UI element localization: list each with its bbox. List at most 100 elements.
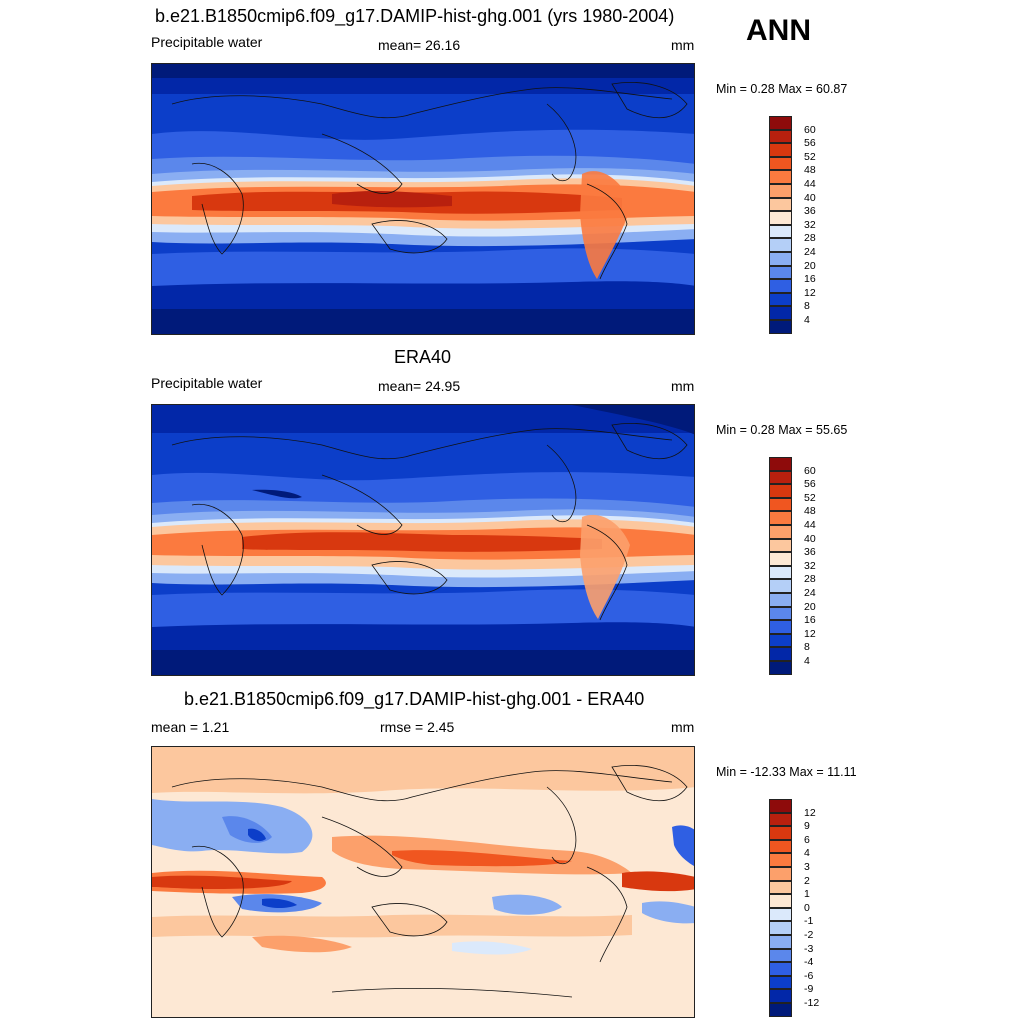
colorbar-tick-label: -6 [804,969,814,982]
colorbar-tick-label: 52 [804,150,816,163]
colorbar-swatch [769,184,792,198]
colorbar-swatch [769,565,792,580]
colorbar-tick-label: 16 [804,273,816,286]
colorbar-tick-label: 4 [804,314,810,326]
colorbar-swatch [769,880,792,895]
colorbar-tick-label: 12 [804,286,816,299]
mean-label: mean= 26.16 [378,37,461,53]
colorbar-swatch [769,633,792,648]
colorbar-tick-label: 2 [804,874,810,887]
colorbar-swatch [769,867,792,881]
colorbar-swatch [769,538,792,553]
colorbar-swatch [769,1003,792,1017]
colorbar: 60 56 52 48 44 40 36 32 28 24 20 16 12 8 4 [769,116,816,334]
colorbar-swatch [769,853,792,867]
minmax-label: Min = -12.33 Max = 11.11 [716,765,857,779]
colorbar-swatch [769,116,792,130]
colorbar-tick-label: 60 [804,123,816,136]
map-obs [151,404,695,676]
colorbar-swatch [769,143,792,157]
colorbar-swatch [769,197,792,212]
units-label: mm [671,378,695,394]
colorbar-tick-label: 48 [804,164,816,177]
colorbar-tick-label: 3 [804,861,810,873]
contour-map [152,405,694,675]
colorbar-tick-label: 36 [804,546,816,559]
colorbar-tick-label: 4 [804,655,810,667]
colorbar-swatch [769,497,792,512]
colorbar-swatch [769,962,792,976]
colorbar-swatch [769,470,792,485]
colorbar-swatch [769,306,792,320]
colorbar-swatch [769,511,792,525]
colorbar-swatch [769,620,792,634]
contour-map [152,747,694,1017]
colorbar-tick-label: 56 [804,137,816,150]
minmax-label: Min = 0.28 Max = 60.87 [716,82,848,96]
colorbar-swatch [769,457,792,471]
colorbar-swatch [769,647,792,661]
colorbar-swatch [769,593,792,607]
panel-title: b.e21.B1850cmip6.f09_g17.DAMIP-hist-ghg.… [155,6,675,26]
colorbar-swatch [769,839,792,854]
colorbar-swatch [769,921,792,935]
colorbar-tick-label: -3 [804,942,814,955]
colorbar-swatch [769,265,792,280]
colorbar-swatch [769,907,792,922]
colorbar-tick-label: 12 [804,627,816,640]
colorbar: 60 56 52 48 44 40 36 32 28 24 20 16 12 8 4 [769,457,816,675]
mean-label: mean= 24.95 [378,378,461,394]
colorbar-tick-label: 40 [804,532,816,545]
colorbar-tick-label: -2 [804,929,814,941]
colorbar-tick-label: 32 [804,218,816,231]
units-label: mm [671,719,695,735]
colorbar-swatch [769,211,792,225]
colorbar-swatch [769,552,792,566]
colorbar-swatch [769,252,792,266]
colorbar-swatch [769,826,792,840]
colorbar-swatch [769,935,792,949]
panel-title: b.e21.B1850cmip6.f09_g17.DAMIP-hist-ghg.… [184,689,645,709]
colorbar-tick-label: 8 [804,300,810,313]
colorbar-tick-label: -4 [804,956,814,969]
colorbar-swatch [769,894,792,908]
colorbar-swatch [769,170,792,184]
colorbar-swatch [769,279,792,293]
panel-title: ERA40 [394,347,452,367]
colorbar-tick-label: -1 [804,915,814,928]
mean-label: mean = 1.21 [151,719,230,735]
colorbar-swatch [769,948,792,963]
colorbar-swatch [769,292,792,307]
colorbar-tick-label: 28 [804,232,816,245]
colorbar-tick-label: 40 [804,191,816,204]
colorbar-tick-label: 4 [804,847,810,860]
colorbar-tick-label: 24 [804,587,816,599]
colorbar-swatch [769,224,792,239]
rmse-label: rmse = 2.45 [380,719,455,735]
colorbar-swatch [769,525,792,539]
map-diff [151,746,695,1018]
colorbar-tick-label: 60 [804,464,816,477]
colorbar-tick-label: 8 [804,641,810,654]
colorbar-tick-label: 56 [804,478,816,491]
colorbar-tick-label: 0 [804,901,810,914]
colorbar-swatch [769,320,792,334]
colorbar-tick-label: 24 [804,246,816,258]
map-model [151,63,695,335]
colorbar-swatch [769,484,792,498]
colorbar-tick-label: 36 [804,205,816,218]
colorbar-swatch [769,606,792,621]
colorbar-tick-label: 44 [804,178,816,190]
colorbar-swatch [769,661,792,675]
colorbar-tick-label: 48 [804,505,816,518]
variable-label: Precipitable water [151,375,263,391]
colorbar-swatch [769,812,792,827]
colorbar-tick-label: 52 [804,491,816,504]
colorbar-tick-label: 16 [804,614,816,627]
season-label: ANN [746,14,811,47]
colorbar-tick-label: 28 [804,573,816,586]
colorbar-tick-label: -9 [804,983,814,996]
units-label: mm [671,37,695,53]
colorbar-swatch [769,129,792,144]
colorbar-swatch [769,238,792,252]
